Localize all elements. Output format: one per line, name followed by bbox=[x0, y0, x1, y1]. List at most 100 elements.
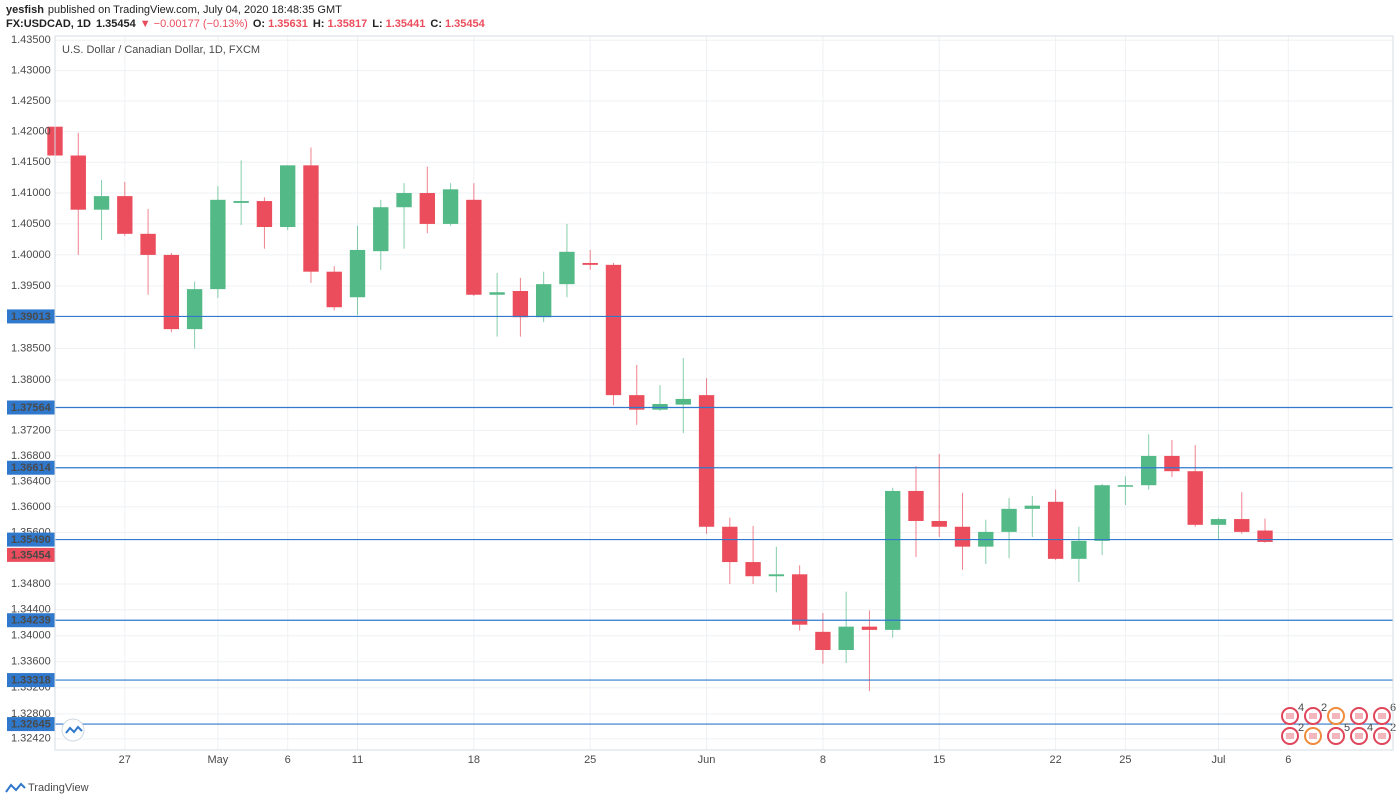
x-tick-label: May bbox=[207, 754, 228, 766]
price-badge bbox=[7, 400, 55, 415]
candle-body bbox=[1001, 508, 1017, 532]
candle-body bbox=[280, 165, 296, 228]
current-price-badge bbox=[7, 547, 55, 562]
y-tick-label: 1.36000 bbox=[11, 501, 51, 513]
ohlc-value: 1.35817 bbox=[327, 18, 367, 30]
candle-body bbox=[163, 254, 180, 330]
candle-body bbox=[1257, 530, 1273, 542]
symbol: FX:USDCAD, 1D bbox=[6, 18, 91, 30]
candle-body bbox=[1117, 485, 1134, 487]
candles bbox=[47, 104, 1273, 692]
change: ▼ −0.00177 (−0.13%) bbox=[140, 18, 248, 30]
price-badge-label: 1.32645 bbox=[11, 718, 51, 730]
y-tick-label: 1.39500 bbox=[11, 280, 51, 292]
x-tick-label: 27 bbox=[119, 754, 131, 766]
price-badge-label: 1.37564 bbox=[11, 402, 52, 414]
candle-body bbox=[675, 398, 691, 405]
price-badge bbox=[7, 460, 55, 475]
byline: yesfish published on TradingView.com, Jul… bbox=[6, 4, 342, 16]
event-flag bbox=[1355, 733, 1363, 739]
x-tick-label: 22 bbox=[1049, 754, 1061, 766]
x-tick-label: 6 bbox=[1285, 754, 1291, 766]
event-count: 2 bbox=[1321, 702, 1327, 714]
candle-body bbox=[838, 626, 854, 651]
candle-body bbox=[885, 490, 901, 630]
event-flag bbox=[1286, 733, 1294, 739]
candle-body bbox=[186, 289, 203, 330]
y-tick-label: 1.40000 bbox=[11, 249, 51, 261]
x-tick-label: 18 bbox=[468, 754, 480, 766]
ohlc-label: C: bbox=[430, 18, 442, 30]
watermark-icon bbox=[65, 725, 83, 734]
candle-body bbox=[605, 264, 622, 396]
candle-body bbox=[489, 292, 505, 295]
event-flag bbox=[1332, 713, 1340, 719]
candle-body bbox=[396, 193, 412, 208]
price-badge bbox=[7, 673, 55, 688]
candle-body bbox=[1140, 455, 1157, 486]
candle-body bbox=[419, 193, 435, 224]
y-tick-label: 1.37200 bbox=[11, 424, 51, 436]
event-count: 4 bbox=[1367, 722, 1373, 734]
candle-body bbox=[652, 403, 668, 410]
y-tick-label: 1.43500 bbox=[11, 34, 51, 46]
candle-body bbox=[1071, 540, 1087, 559]
x-tick-label: 8 bbox=[820, 754, 826, 766]
ohlc-value: 1.35454 bbox=[445, 18, 486, 30]
footer-brand: TradingView bbox=[28, 782, 89, 794]
price-badge bbox=[7, 717, 55, 732]
ohlc-label: L: bbox=[372, 18, 382, 30]
candle-body bbox=[791, 574, 808, 625]
ohlc-value: 1.35631 bbox=[268, 18, 308, 30]
candle-body bbox=[908, 490, 924, 521]
candle-body bbox=[303, 165, 319, 272]
author: yesfish bbox=[6, 4, 44, 16]
event-flag bbox=[1286, 713, 1294, 719]
x-tick-label: Jun bbox=[698, 754, 716, 766]
candle-body bbox=[373, 207, 389, 252]
y-tick-label: 1.38500 bbox=[11, 342, 51, 354]
y-tick-label: 1.36800 bbox=[11, 450, 51, 462]
x-tick-label: 15 bbox=[933, 754, 945, 766]
y-tick-label: 1.34000 bbox=[11, 630, 51, 642]
y-tick-label: 1.34400 bbox=[11, 604, 51, 616]
candle-body bbox=[70, 155, 86, 210]
chart-title: U.S. Dollar / Canadian Dollar, 1D, FXCM bbox=[62, 44, 260, 56]
y-tick-label: 1.41000 bbox=[11, 187, 51, 199]
y-tick-label: 1.43000 bbox=[11, 64, 51, 76]
ohlc-label: H: bbox=[313, 18, 325, 30]
candle-body bbox=[559, 251, 575, 285]
candle-body bbox=[1024, 505, 1041, 509]
y-tick-label: 1.40500 bbox=[11, 218, 51, 230]
price-badge-label: 1.39013 bbox=[11, 311, 51, 323]
y-tick-label: 1.33600 bbox=[11, 656, 51, 668]
y-tick-label: 1.32800 bbox=[11, 708, 51, 720]
candle-body bbox=[140, 233, 156, 255]
event-count: 5 bbox=[1344, 722, 1350, 734]
x-tick-label: 6 bbox=[285, 754, 291, 766]
x-tick-label: 25 bbox=[584, 754, 596, 766]
price-badge-label: 1.36614 bbox=[11, 462, 52, 474]
ohlc-label: O: bbox=[253, 18, 265, 30]
candle-body bbox=[931, 520, 947, 527]
candle-body bbox=[1094, 485, 1110, 541]
candle-body bbox=[582, 262, 598, 265]
candle-body bbox=[442, 189, 459, 224]
price-badge-label: 1.33318 bbox=[11, 674, 51, 686]
grid bbox=[55, 36, 1393, 750]
candle-body bbox=[1187, 471, 1203, 525]
candle-body bbox=[535, 284, 552, 318]
candle-body bbox=[210, 199, 226, 290]
candle-body bbox=[117, 196, 133, 234]
candle-body bbox=[954, 526, 971, 547]
candle-body bbox=[861, 626, 878, 630]
y-tick-label: 1.36400 bbox=[11, 475, 51, 487]
y-tick-label: 1.41500 bbox=[11, 156, 51, 168]
event-flag bbox=[1378, 713, 1386, 719]
candle-body bbox=[326, 271, 342, 308]
event-count: 2 bbox=[1298, 722, 1304, 734]
price-badge-label: 1.35490 bbox=[11, 534, 51, 546]
y-tick-label: 1.34800 bbox=[11, 578, 51, 590]
event-flag bbox=[1378, 733, 1386, 739]
candle-body bbox=[233, 201, 249, 203]
